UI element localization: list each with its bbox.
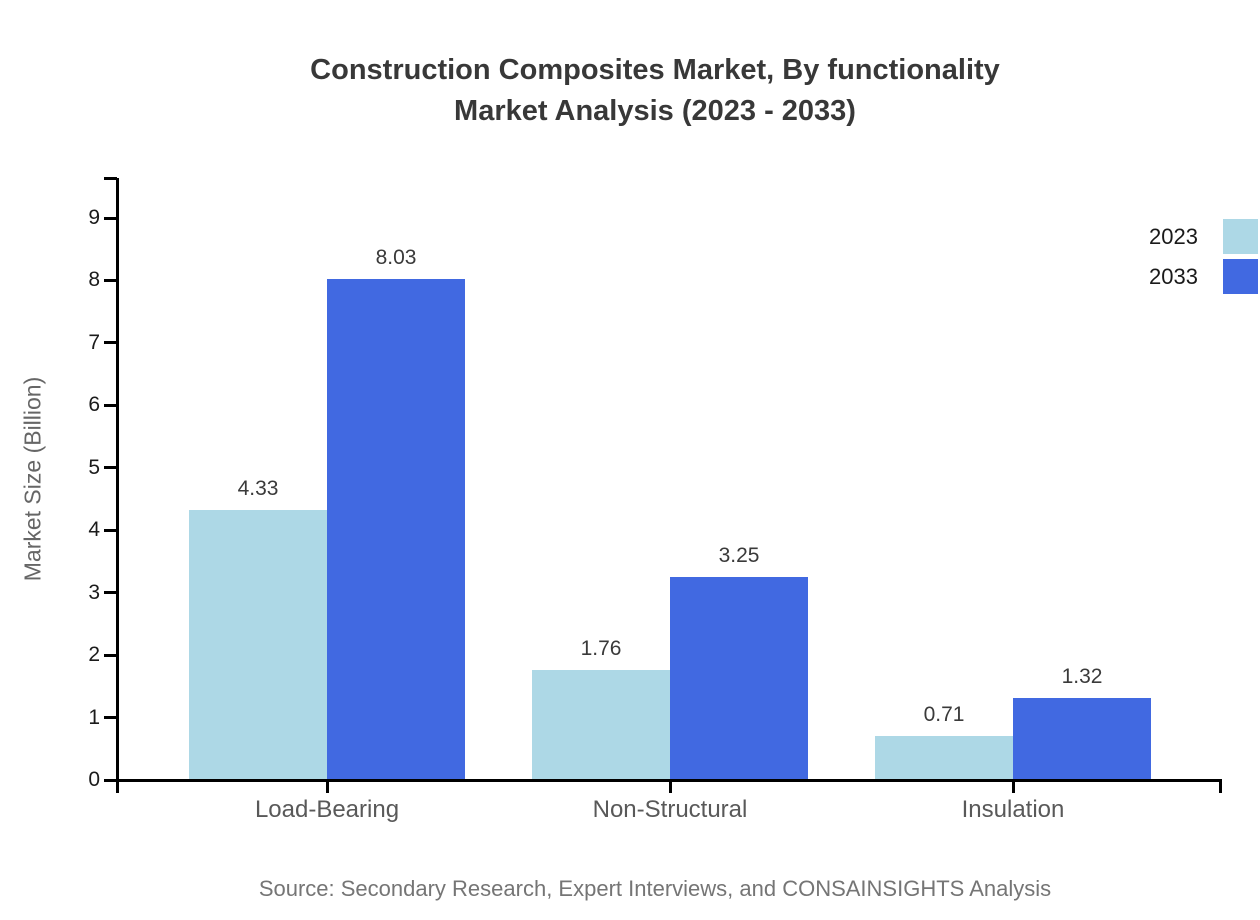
x-category-label: Load-Bearing xyxy=(254,796,400,823)
bar-value-label: 3.25 xyxy=(718,544,760,568)
y-tick xyxy=(104,278,117,282)
y-tick-label: 3 xyxy=(88,580,100,604)
chart-title: Construction Composites Market, By funct… xyxy=(90,50,1220,132)
y-tick-label: 6 xyxy=(88,393,100,417)
y-tick xyxy=(104,403,117,407)
bar-value-label: 0.71 xyxy=(923,702,965,726)
y-tick-label: 8 xyxy=(88,268,100,292)
y-tick-label: 0 xyxy=(88,768,100,791)
y-tick xyxy=(104,653,117,657)
bar-2023-load-bearing xyxy=(189,509,327,779)
y-tick xyxy=(104,466,117,470)
bar-2033-load-bearing xyxy=(327,278,465,779)
y-tick xyxy=(104,528,117,532)
x-tick xyxy=(325,781,329,793)
y-tick xyxy=(104,591,117,595)
x-tick xyxy=(1011,781,1015,793)
y-tick xyxy=(104,716,117,720)
x-axis-line xyxy=(115,778,1222,782)
x-category-label: Non-Structural xyxy=(592,796,748,823)
bar-2023-non-structural xyxy=(532,670,670,779)
x-axis-end-cap xyxy=(1218,778,1222,793)
bar-value-label: 4.33 xyxy=(237,476,279,500)
y-axis-top-cap xyxy=(104,176,117,180)
bar-value-label: 1.76 xyxy=(580,637,622,661)
chart-title-line2: Market Analysis (2023 - 2033) xyxy=(454,95,856,127)
y-tick-label: 2 xyxy=(88,643,100,667)
bar-2033-non-structural xyxy=(670,577,808,779)
y-tick xyxy=(104,778,117,782)
y-tick-label: 1 xyxy=(88,705,100,729)
source-attribution: Source: Secondary Research, Expert Inter… xyxy=(258,876,1052,901)
bar-2033-insulation xyxy=(1013,697,1151,779)
chart-title-line1: Construction Composites Market, By funct… xyxy=(310,54,1000,86)
bar-value-label: 1.32 xyxy=(1061,664,1103,688)
x-tick xyxy=(668,781,672,793)
y-tick xyxy=(104,341,117,345)
bar-2023-insulation xyxy=(875,735,1013,779)
y-tick-label: 9 xyxy=(88,206,100,230)
y-tick-label: 5 xyxy=(88,455,100,479)
x-category-label: Insulation xyxy=(961,796,1065,823)
y-tick-label: 4 xyxy=(88,518,100,542)
y-axis-line xyxy=(115,178,119,793)
y-tick-label: 7 xyxy=(88,330,100,354)
bar-value-label: 8.03 xyxy=(375,245,417,269)
y-tick xyxy=(104,216,117,220)
